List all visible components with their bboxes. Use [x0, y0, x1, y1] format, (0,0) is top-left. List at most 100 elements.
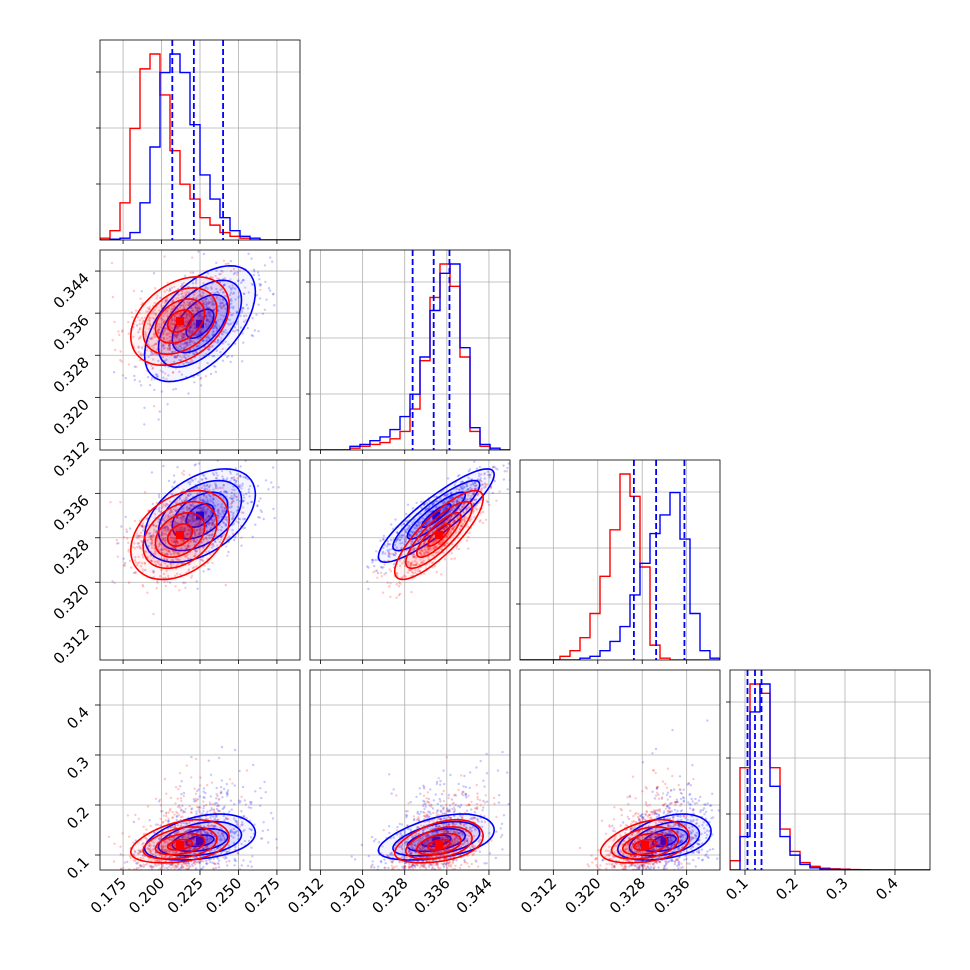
scatter-point [210, 522, 214, 525]
scatter-point [210, 871, 212, 873]
scatter-point [175, 356, 178, 359]
scatter-point [165, 332, 169, 335]
scatter-point [139, 327, 142, 330]
scatter-point [184, 294, 187, 297]
scatter-point [185, 314, 188, 317]
scatter-point [125, 530, 129, 533]
scatter-point [172, 388, 175, 391]
scatter-point [229, 259, 233, 263]
scatter-point [136, 316, 139, 319]
scatter-point [211, 355, 214, 358]
scatter-point [164, 300, 168, 303]
scatter-point [195, 345, 198, 348]
scatter-point [123, 564, 126, 567]
scatter-point [151, 316, 155, 320]
scatter-point [211, 276, 214, 279]
scatter-point [110, 261, 114, 265]
scatter-point [188, 314, 191, 317]
scatter-point [479, 512, 483, 515]
scatter-point [153, 312, 156, 315]
scatter-point [184, 581, 187, 584]
scatter-point [211, 327, 215, 330]
scatter-point [226, 794, 229, 797]
scatter-point [254, 523, 257, 526]
scatter-point [202, 807, 205, 810]
scatter-point [174, 334, 178, 337]
scatter-point [225, 355, 229, 359]
scatter-point [141, 583, 144, 587]
scatter-point [136, 542, 139, 545]
scatter-point [231, 292, 235, 296]
scatter-point [201, 498, 205, 501]
scatter-point [149, 316, 152, 320]
scatter-point [233, 478, 236, 482]
scatter-point [159, 317, 163, 320]
scatter-point [259, 787, 262, 790]
scatter-point [201, 299, 205, 302]
scatter-point [174, 387, 178, 391]
scatter-point [214, 307, 217, 310]
scatter-point [154, 352, 157, 355]
scatter-point [239, 475, 242, 478]
scatter-point [140, 290, 143, 293]
scatter-point [206, 301, 209, 305]
scatter-point [230, 497, 233, 500]
scatter-point [491, 491, 494, 494]
scatter-point [173, 316, 176, 320]
scatter-point [162, 347, 165, 350]
scatter-point [242, 499, 245, 503]
scatter-point [511, 436, 513, 438]
scatter-point [200, 499, 203, 502]
scatter-point [140, 524, 144, 528]
scatter-point [212, 488, 215, 491]
scatter-point [154, 312, 158, 315]
scatter-point [138, 380, 141, 383]
scatter-point [210, 303, 213, 307]
scatter-point [174, 541, 177, 544]
scatter-point [146, 591, 149, 594]
scatter-point [251, 334, 255, 338]
scatter-point [189, 340, 193, 343]
scatter-point [202, 282, 205, 285]
scatter-point [246, 307, 250, 310]
scatter-point [174, 335, 177, 338]
scatter-point [217, 324, 220, 327]
scatter-point [213, 519, 216, 523]
scatter-point [170, 300, 173, 303]
scatter-point [139, 353, 142, 356]
scatter-point [168, 287, 171, 291]
scatter-point [214, 484, 218, 488]
scatter-point [229, 496, 232, 500]
scatter-point [181, 325, 184, 328]
scatter-point [158, 871, 160, 873]
scatter-point [194, 282, 198, 285]
scatter-point [200, 507, 203, 510]
scatter-point [376, 576, 379, 579]
scatter-point [177, 334, 180, 337]
scatter-point [195, 351, 198, 354]
scatter-point [180, 521, 183, 524]
scatter-point [206, 318, 209, 322]
scatter-point [200, 330, 203, 333]
scatter-point [435, 570, 438, 574]
scatter-point [227, 550, 230, 554]
scatter-point [191, 309, 194, 313]
scatter-point [159, 824, 162, 827]
scatter-point [205, 487, 208, 491]
scatter-point [211, 302, 214, 305]
scatter-point [228, 293, 232, 297]
scatter-point [202, 804, 206, 808]
scatter-point [205, 303, 208, 306]
scatter-point [180, 528, 183, 532]
scatter-point [156, 353, 159, 356]
scatter-point [230, 302, 233, 305]
scatter-point [185, 341, 189, 345]
scatter-point [171, 351, 174, 354]
scatter-point [209, 526, 213, 529]
scatter-point [222, 330, 225, 333]
scatter-point [161, 342, 165, 345]
scatter-point [215, 295, 218, 298]
scatter-point [143, 423, 146, 426]
scatter-point [180, 332, 183, 335]
scatter-point [207, 302, 210, 305]
